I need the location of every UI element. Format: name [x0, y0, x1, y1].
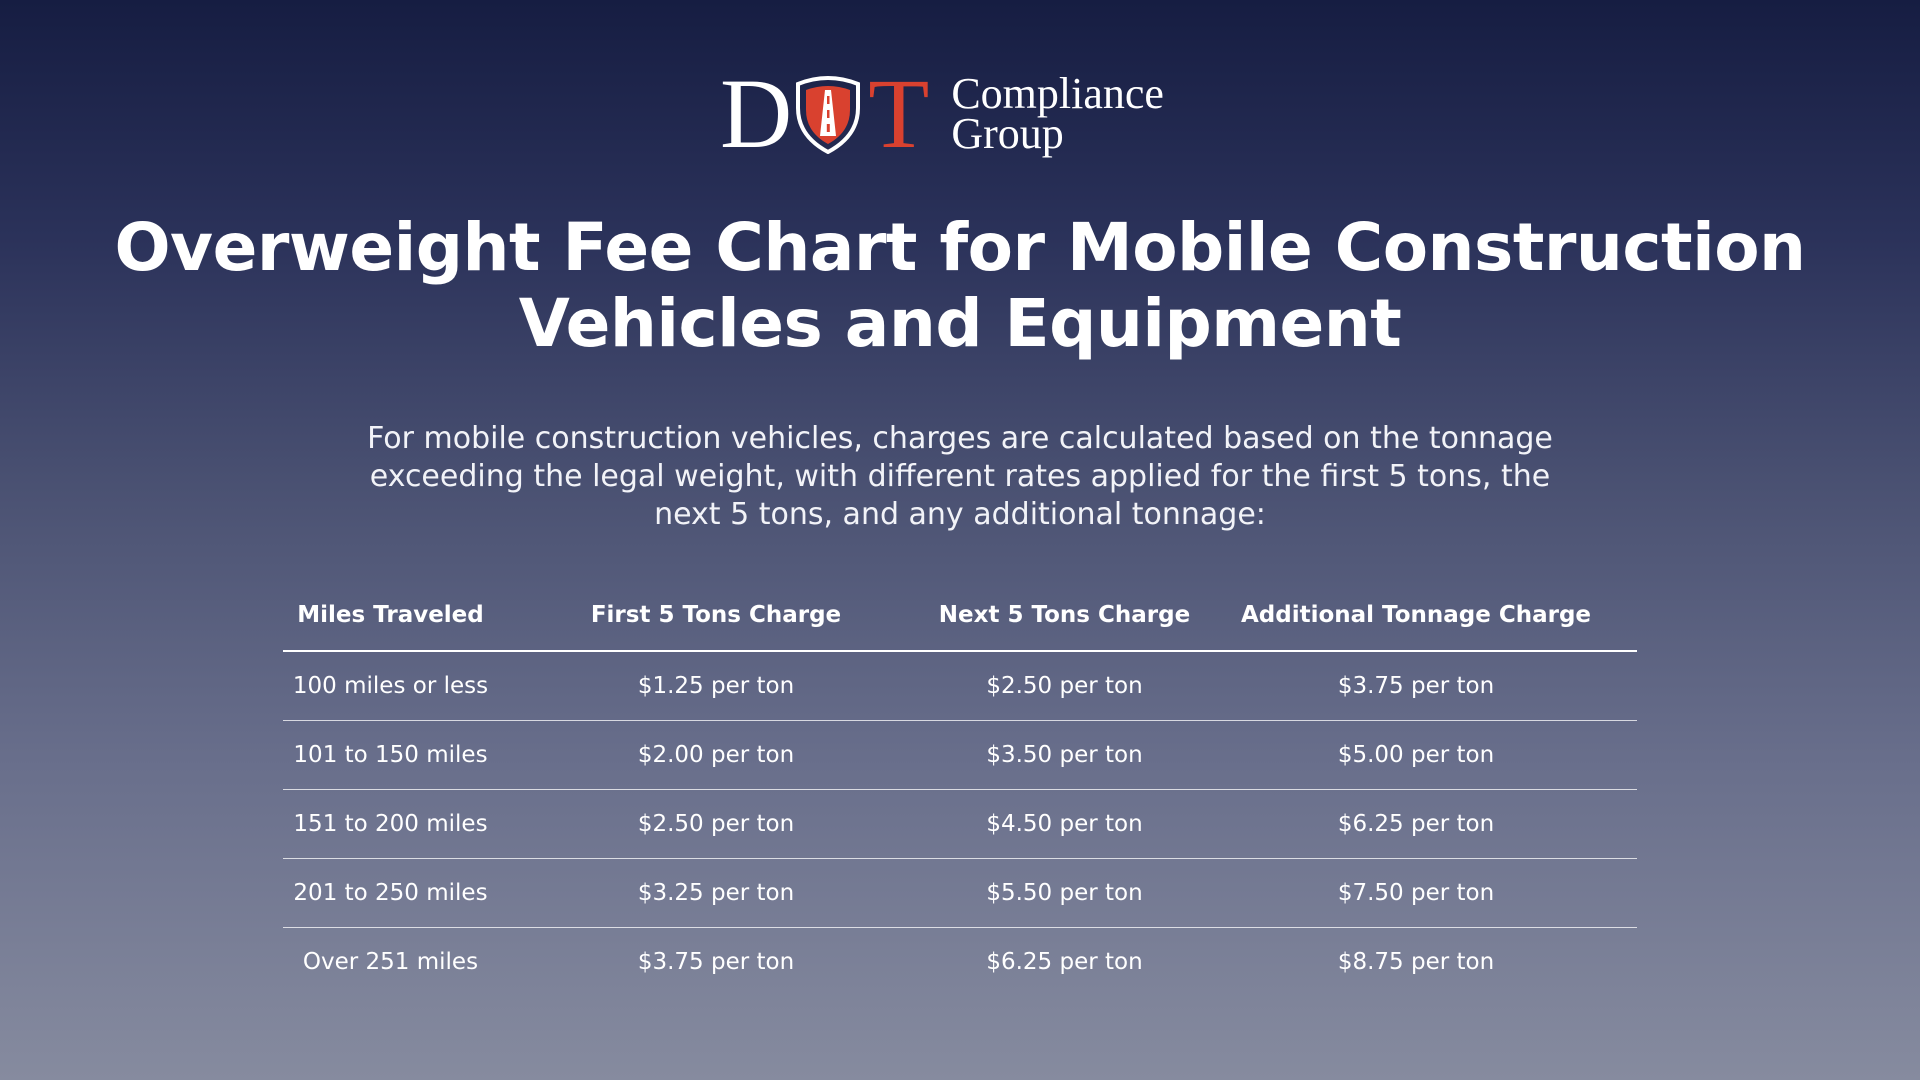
table-cell: $3.25 per ton [498, 858, 934, 928]
table-cell: $6.25 per ton [986, 949, 1143, 975]
column-header-miles: Miles Traveled [283, 580, 498, 652]
table-cell: $8.75 per ton [1337, 949, 1495, 975]
table-cell: 201 to 250 miles [283, 858, 498, 928]
table-cell: $5.00 per ton [1195, 720, 1637, 790]
table-cell: 101 to 150 miles [283, 720, 498, 790]
table-row: 201 to 250 miles $3.25 per ton $5.50 per… [283, 858, 1637, 928]
column-header-first-5-tons: First 5 Tons Charge [498, 580, 934, 652]
logo-word-group: Group [951, 109, 1064, 158]
logo-letter-t: T [868, 58, 930, 169]
table-cell: $5.50 per ton [934, 858, 1195, 928]
table-cell: $2.50 per ton [498, 789, 934, 859]
table-cell: $1.25 per ton [498, 651, 934, 721]
column-header-next-5-tons: Next 5 Tons Charge [934, 580, 1195, 652]
logo-word-compliance: Compliance [951, 69, 1164, 118]
page-title: Overweight Fee Chart for Mobile Construc… [114, 209, 1806, 362]
table-cell: 151 to 200 miles [283, 789, 498, 859]
intro-paragraph: For mobile construction vehicles, charge… [367, 421, 1553, 532]
company-logo: D T Compliance Group [720, 58, 1200, 169]
table-cell: Over 251 miles [302, 949, 479, 975]
table-row: 100 miles or less $1.25 per ton $2.50 pe… [283, 651, 1637, 721]
table-cell: $7.50 per ton [1195, 858, 1637, 928]
table-cell: $4.50 per ton [934, 789, 1195, 859]
table-cell: $3.50 per ton [934, 720, 1195, 790]
table-header-row: Miles Traveled First 5 Tons Charge Next … [283, 580, 1637, 652]
table-cell: $3.75 per ton [1195, 651, 1637, 721]
table-cell: $2.00 per ton [498, 720, 934, 790]
table-cell: 100 miles or less [283, 651, 498, 721]
table-row: Over 251 miles $3.75 per ton $6.25 per t… [283, 928, 1637, 997]
table-cell: $3.75 per ton [637, 949, 795, 975]
table-row: 151 to 200 miles $2.50 per ton $4.50 per… [283, 789, 1637, 859]
table-cell: $6.25 per ton [1195, 789, 1637, 859]
fee-table: Miles Traveled First 5 Tons Charge Next … [283, 580, 1637, 996]
logo-wordmark: Compliance Group [951, 69, 1164, 158]
logo-letter-d: D [720, 58, 793, 169]
table-cell: $2.50 per ton [934, 651, 1195, 721]
table-row: 101 to 150 miles $2.00 per ton $3.50 per… [283, 720, 1637, 790]
column-header-additional-tonnage: Additional Tonnage Charge [1195, 580, 1637, 652]
shield-road-icon [796, 76, 861, 154]
